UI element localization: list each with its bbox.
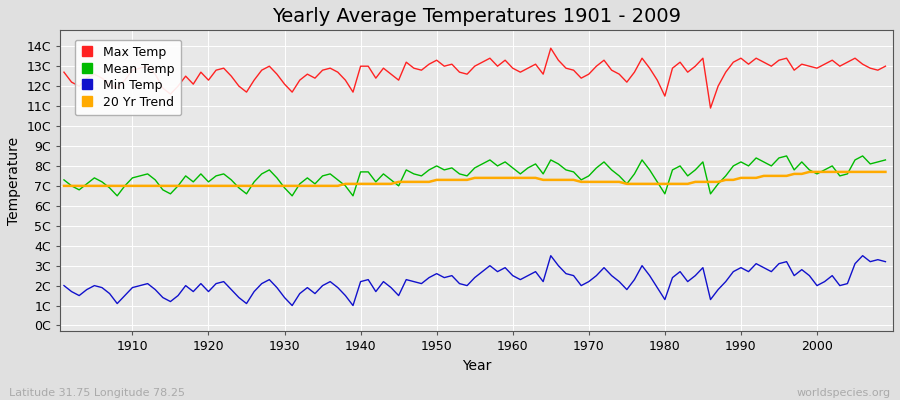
X-axis label: Year: Year (462, 359, 491, 373)
Text: worldspecies.org: worldspecies.org (796, 388, 891, 398)
Y-axis label: Temperature: Temperature (7, 137, 21, 225)
Legend: Max Temp, Mean Temp, Min Temp, 20 Yr Trend: Max Temp, Mean Temp, Min Temp, 20 Yr Tre… (75, 40, 181, 115)
Title: Yearly Average Temperatures 1901 - 2009: Yearly Average Temperatures 1901 - 2009 (272, 7, 681, 26)
Text: Latitude 31.75 Longitude 78.25: Latitude 31.75 Longitude 78.25 (9, 388, 185, 398)
